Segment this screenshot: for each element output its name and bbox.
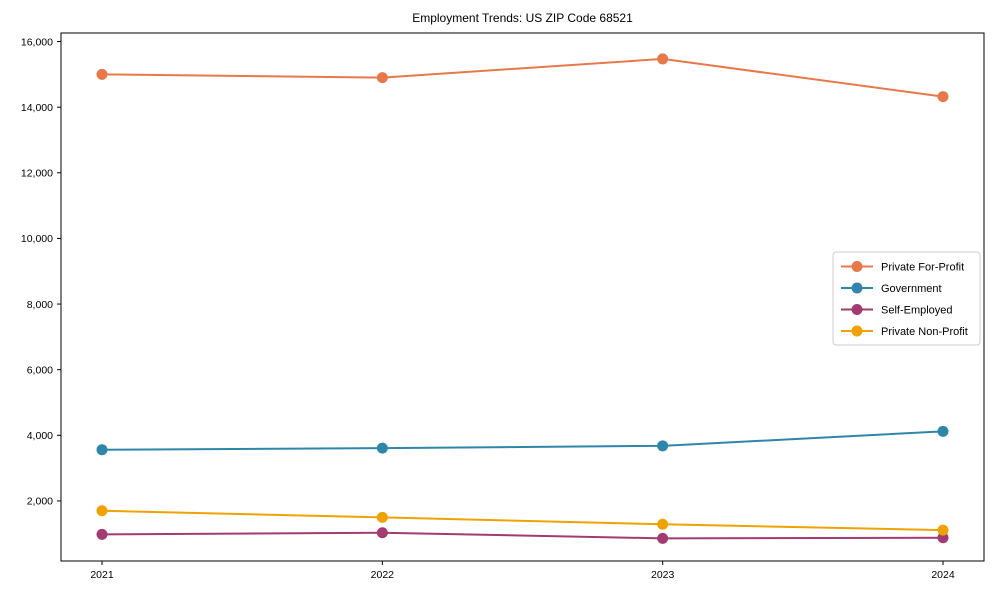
series-line-private-non-profit xyxy=(101,509,944,532)
data-point xyxy=(376,442,388,454)
legend-box xyxy=(832,251,981,346)
legend-marker-dot xyxy=(851,282,863,294)
data-point xyxy=(937,532,949,544)
data-point xyxy=(96,68,108,80)
data-point xyxy=(376,511,388,523)
legend-marker-dot xyxy=(851,261,863,272)
x-tick-label: 2023 xyxy=(651,569,675,581)
data-point xyxy=(657,440,669,452)
legend-label: Private For-Profit xyxy=(881,262,964,274)
data-point xyxy=(937,425,949,437)
y-tick-label: 14,000 xyxy=(21,102,53,114)
y-tick-label: 8,000 xyxy=(27,299,53,311)
y-tick-label: 10,000 xyxy=(21,233,53,245)
data-point xyxy=(657,532,669,544)
legend-label: Self-Employed xyxy=(881,305,953,317)
legend-marker-dot xyxy=(851,304,863,315)
x-tick-label: 2021 xyxy=(90,569,114,581)
y-tick-label: 4,000 xyxy=(27,430,53,442)
data-point xyxy=(96,528,108,540)
legend-label: Private Non-Profit xyxy=(881,326,968,338)
series-line-self-employed xyxy=(101,531,944,540)
y-tick-label: 16,000 xyxy=(21,36,53,48)
x-tick-label: 2022 xyxy=(371,569,395,581)
data-point xyxy=(657,518,669,530)
data-point xyxy=(657,53,669,65)
data-point xyxy=(937,91,949,103)
data-point xyxy=(937,524,949,536)
data-point xyxy=(96,444,108,456)
data-point xyxy=(376,72,388,84)
data-point xyxy=(96,505,108,517)
series-line-private-for-profit xyxy=(101,57,944,98)
data-point xyxy=(376,527,388,539)
y-tick-label: 12,000 xyxy=(21,168,53,180)
y-tick-label: 2,000 xyxy=(27,496,53,508)
legend-label: Government xyxy=(881,283,942,295)
plot-border xyxy=(60,32,985,562)
legend-marker-dot xyxy=(851,325,863,337)
series-line-government xyxy=(101,430,944,451)
x-tick-label: 2024 xyxy=(931,569,955,581)
y-tick-label: 6,000 xyxy=(27,364,53,376)
chart-title: Employment Trends: US ZIP Code 68521 xyxy=(412,11,633,25)
